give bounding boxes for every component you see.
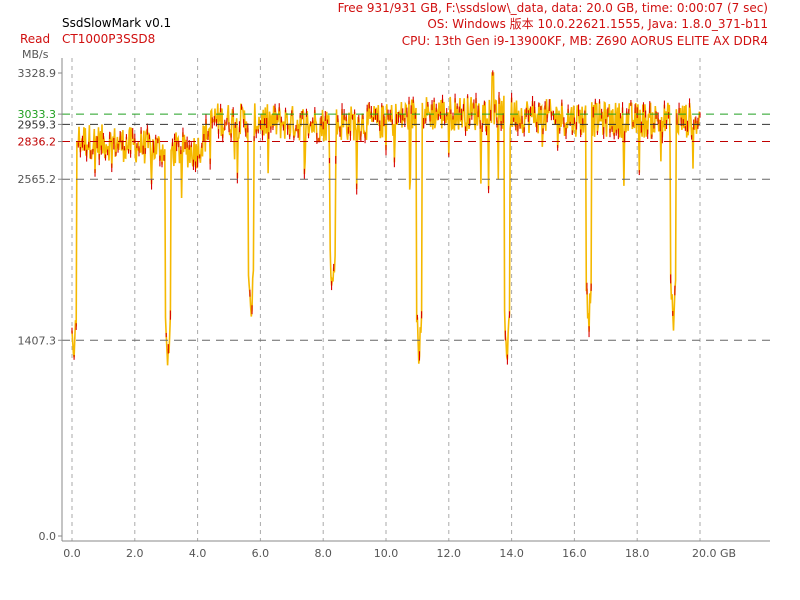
device-model: CT1000P3SSD8 <box>62 32 156 46</box>
y-tick-label: 2959.3 <box>18 118 57 131</box>
info-line-1: Free 931/931 GB, F:\ssdslow\_data, data:… <box>337 1 768 15</box>
mode-label: Read <box>20 32 51 46</box>
y-tick-label: 2836.2 <box>18 136 57 149</box>
info-line-3: CPU: 13th Gen i9-13900KF, MB: Z690 AORUS… <box>401 34 768 48</box>
y-tick-label: 2565.2 <box>18 173 57 186</box>
x-tick-label: 4.0 <box>189 547 207 560</box>
x-tick-label: 18.0 <box>625 547 650 560</box>
app-title: SsdSlowMark v0.1 <box>62 16 172 30</box>
x-tick-label: 16.0 <box>562 547 587 560</box>
x-tick-label: 10.0 <box>374 547 399 560</box>
x-tick-label: 12.0 <box>437 547 462 560</box>
x-tick-label: 6.0 <box>252 547 270 560</box>
x-tick-label: 2.0 <box>126 547 144 560</box>
chart-axes <box>58 58 770 542</box>
info-line-2: OS: Windows 版本 10.0.22621.1555, Java: 1.… <box>427 17 768 31</box>
y-tick-label: 3033.3 <box>18 108 57 121</box>
y-tick-label: 1407.3 <box>18 334 57 347</box>
units-label: MB/s <box>22 48 49 61</box>
x-tick-label: 14.0 <box>499 547 524 560</box>
chart-reference-lines <box>62 113 770 341</box>
x-tick-label: 20.0 GB <box>692 547 736 560</box>
x-tick-label: 0.0 <box>63 547 81 560</box>
chart-series <box>71 70 701 366</box>
x-tick-label: 8.0 <box>314 547 332 560</box>
y-tick-label: 3328.9 <box>18 67 57 80</box>
y-tick-label: 0.0 <box>39 530 57 543</box>
